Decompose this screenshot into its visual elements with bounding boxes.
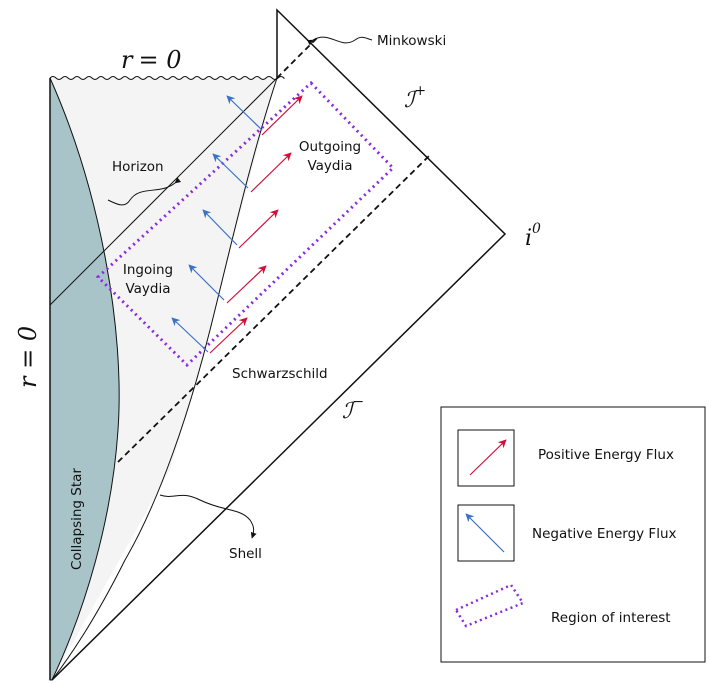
- legend-negative-label: Negative Energy Flux: [532, 526, 677, 542]
- shell-pointer: [159, 494, 257, 539]
- negative-flux-arrow: [171, 317, 209, 353]
- positive-flux-arrow: [261, 95, 303, 136]
- ingoing-label-line2: Vaydia: [125, 281, 170, 297]
- legend-positive-label: Positive Energy Flux: [538, 447, 674, 463]
- dashed-line-upper: [276, 36, 319, 79]
- schwarzschild-label: Schwarzschild: [232, 366, 328, 382]
- negative-flux-arrow: [212, 153, 249, 189]
- legend-negative-arrow: [465, 513, 505, 553]
- negative-flux-arrow: [226, 95, 263, 131]
- collapsing-star: [49, 77, 120, 681]
- positive-flux-arrow: [226, 265, 267, 304]
- positive-flux-arrow: [250, 152, 292, 193]
- horizon-label: Horizon: [112, 159, 164, 175]
- outgoing-label-line2: Vaydia: [307, 158, 352, 174]
- positive-flux-arrow: [238, 209, 279, 249]
- minkowski-pointer: [306, 36, 373, 46]
- negative-flux-arrows: [171, 95, 263, 353]
- shell-label: Shell: [229, 546, 262, 562]
- collapsing-star-label: Collapsing Star: [69, 468, 85, 570]
- outer-boundary: [51, 8, 507, 681]
- legend-region-swatch: [454, 583, 525, 628]
- singularity-line: [49, 76, 286, 80]
- positive-flux-arrow: [209, 317, 248, 354]
- positive-flux-arrows: [209, 95, 303, 354]
- scri-plus-label: ℐ+: [404, 83, 426, 113]
- minkowski-label: Minkowski: [377, 33, 446, 49]
- outgoing-label-line1: Outgoing: [299, 139, 361, 155]
- legend-positive-swatch: [457, 429, 515, 487]
- negative-flux-arrow: [188, 264, 225, 301]
- legend: Positive Energy Flux Negative Energy Flu…: [440, 406, 706, 663]
- legend-region-label: Region of interest: [551, 610, 671, 626]
- i0-label: i0: [525, 221, 541, 251]
- r0-left-label: r = 0: [14, 326, 42, 388]
- legend-negative-swatch: [457, 504, 515, 562]
- negative-flux-arrow: [202, 209, 238, 246]
- horizon-pointer: [107, 177, 182, 206]
- region-of-interest: [95, 80, 396, 368]
- scri-minus-label: ℐ−: [342, 394, 364, 424]
- shell-line: [51, 77, 278, 681]
- ingoing-label-line1: Ingoing: [123, 262, 173, 278]
- r0-top-label: r = 0: [121, 46, 182, 74]
- legend-positive-arrow: [469, 439, 507, 476]
- horizon-line: [49, 77, 278, 306]
- dashed-line-lower: [117, 154, 431, 463]
